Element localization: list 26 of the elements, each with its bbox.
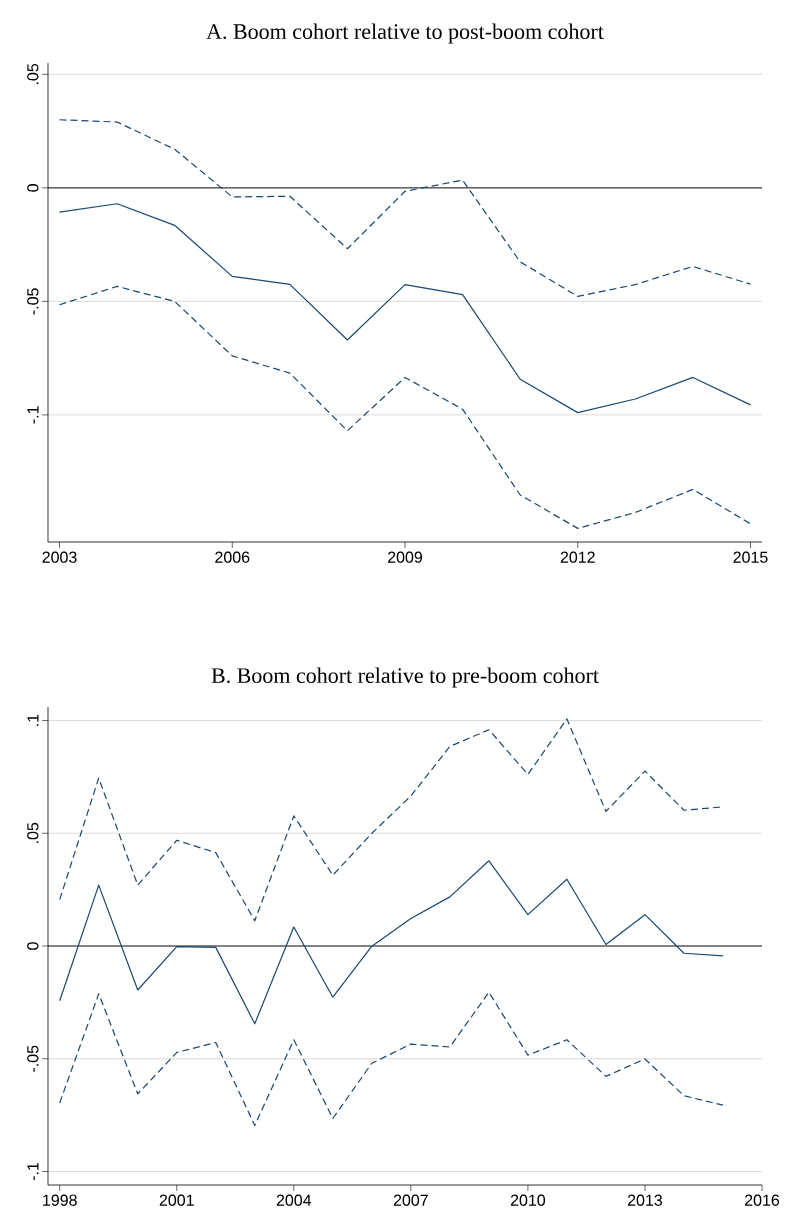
x-tick-label: 2006 xyxy=(215,551,250,563)
x-tick-label: 2012 xyxy=(560,551,595,563)
x-tick-label: 2010 xyxy=(510,1194,546,1206)
chart-title: A. Boom cohort relative to post-boom cohort xyxy=(206,23,604,44)
x-tick-label: 2003 xyxy=(42,551,77,563)
x-tick-label: 2004 xyxy=(276,1194,312,1206)
line-series xyxy=(58,203,752,414)
y-tick-label: -.05 xyxy=(27,288,39,315)
x-tick-label: 2001 xyxy=(159,1194,194,1206)
y-tick-label: 0 xyxy=(27,942,39,950)
x-tick-label: 2009 xyxy=(388,551,423,563)
line-series xyxy=(59,860,724,1025)
x-tick-label: 2016 xyxy=(745,1194,780,1206)
y-tick-label: -.1 xyxy=(27,406,39,424)
x-tick-label: 2007 xyxy=(393,1194,428,1206)
chart-title: B. Boom cohort relative to pre-boom cohort xyxy=(211,667,599,688)
y-tick-label: -.1 xyxy=(27,1162,39,1181)
x-tick-label: 2015 xyxy=(733,551,768,563)
y-tick-label: .05 xyxy=(27,63,39,85)
x-tick-label: 1998 xyxy=(43,1194,77,1206)
y-tick-label: .05 xyxy=(27,822,39,843)
y-tick-label: .1 xyxy=(27,714,39,726)
y-tick-label: -.05 xyxy=(27,1045,39,1072)
line-series xyxy=(58,119,752,297)
x-tick-label: 2013 xyxy=(627,1194,663,1206)
y-tick-label: 0 xyxy=(27,184,39,192)
